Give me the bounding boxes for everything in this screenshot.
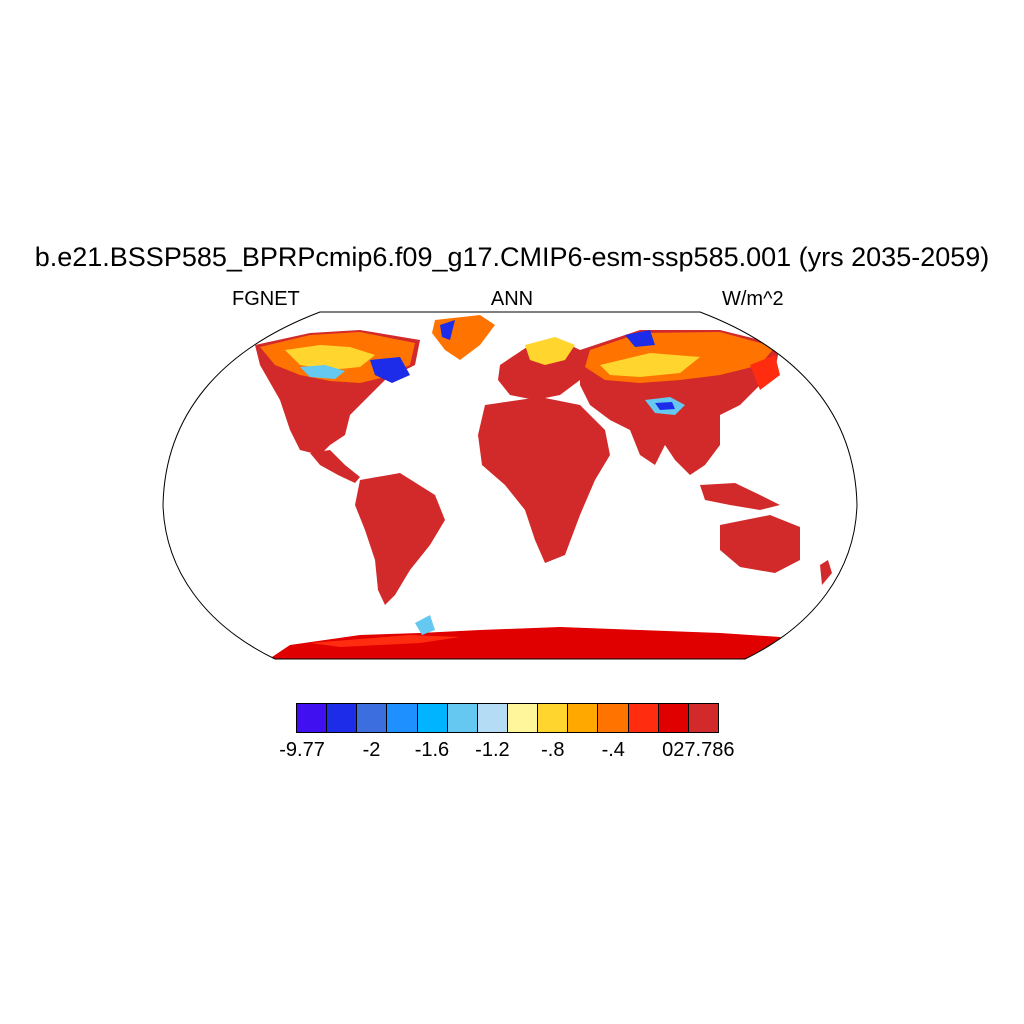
colorbar-swatch xyxy=(598,704,629,732)
colorbar-swatch xyxy=(507,704,539,732)
land-africa xyxy=(478,397,610,563)
colorbar-tick-label: -9.77 xyxy=(279,739,325,761)
colorbar-swatch xyxy=(688,704,718,732)
variable-label: FGNET xyxy=(232,288,300,310)
colorbar-swatch xyxy=(387,704,418,732)
land-south-america xyxy=(355,473,445,605)
colorbar-swatch xyxy=(297,704,328,732)
colorbar xyxy=(296,703,719,733)
land-maritime-asia xyxy=(700,483,780,510)
region-tibet-deep-blue xyxy=(655,402,675,410)
region-canada-blue xyxy=(300,365,345,379)
region-canada-light xyxy=(285,345,375,370)
land-australia xyxy=(720,515,800,573)
colorbar-tick-label: -1.6 xyxy=(414,739,450,761)
colorbar-swatch xyxy=(327,704,358,732)
region-siberia-blue xyxy=(625,330,655,347)
colorbar-tick-label: -.4 xyxy=(601,739,625,761)
region-hudson-blue xyxy=(370,357,410,383)
colorbar-tick-label: 0 xyxy=(662,739,674,761)
region-scandinavia xyxy=(525,337,575,365)
region-kamchatka xyxy=(750,355,780,390)
region-antarctica-edge xyxy=(310,635,460,647)
land-central-america xyxy=(310,450,360,483)
colorbar-swatch xyxy=(357,704,388,732)
colorbar-swatch xyxy=(658,704,689,732)
region-greenland-blue xyxy=(440,320,455,340)
units-label: W/m^2 xyxy=(722,288,784,310)
colorbar-swatch xyxy=(447,704,478,732)
region-antarctic-peninsula xyxy=(415,615,435,635)
colorbar-tick-label: -1.2 xyxy=(475,739,510,761)
colorbar-swatch xyxy=(538,704,569,732)
colorbar-tick-label: -2 xyxy=(362,739,381,761)
world-map xyxy=(162,311,858,660)
colorbar-swatch xyxy=(477,704,508,732)
region-siberia-yellow xyxy=(600,353,700,377)
map-outline xyxy=(162,311,858,660)
colorbar-labels: -9.77 -2 -1.6 -1.2 -.8 -.4 0 27.786 xyxy=(0,738,1024,764)
colorbar-tick-label: 27.786 xyxy=(673,739,735,761)
season-label: ANN xyxy=(490,288,534,310)
land-new-zealand xyxy=(820,560,832,585)
colorbar-swatch xyxy=(417,704,448,732)
plot-title: b.e21.BSSP585_BPRPcmip6.f09_g17.CMIP6-es… xyxy=(34,242,990,272)
colorbar-swatch xyxy=(628,704,659,732)
colorbar-swatch xyxy=(568,704,599,732)
colorbar-tick-label: -.8 xyxy=(541,739,565,761)
